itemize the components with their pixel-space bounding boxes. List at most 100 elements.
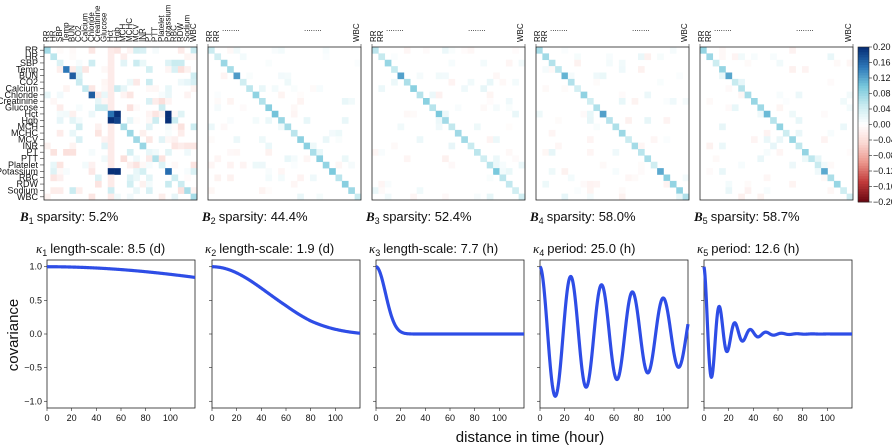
matrix-cell (599, 72, 607, 80)
matrix-cell (322, 161, 330, 169)
x-tick-label: 0 (701, 413, 706, 423)
matrix-cell (567, 174, 575, 182)
matrix-cell (146, 174, 153, 182)
matrix-cell (126, 180, 134, 188)
matrix-cell (512, 110, 519, 118)
matrix-cell (442, 117, 449, 124)
matrix-cell (171, 59, 179, 67)
x-tick-label: 100 (492, 413, 507, 423)
matrix-cell (126, 104, 134, 112)
matrix-cell (669, 47, 677, 54)
colorbar-step (858, 83, 869, 87)
matrix-cell (682, 174, 690, 182)
matrix-cell (290, 155, 298, 163)
matrix-cell (587, 117, 594, 124)
matrix-cell (505, 104, 513, 112)
matrix-frame (371, 46, 526, 201)
colorbar-step (858, 101, 869, 105)
matrix-cell (56, 129, 64, 137)
matrix-cell (133, 161, 140, 169)
matrix-cell (227, 161, 234, 169)
matrix-cell (846, 149, 854, 156)
matrix-cell (650, 136, 658, 143)
matrix-cell (625, 174, 632, 182)
matrix-cell (763, 136, 771, 143)
matrix-cell (384, 59, 392, 67)
matrix-cell (725, 72, 733, 80)
kernel-title-1-subscript: 1 (42, 248, 47, 258)
matrix-cell (190, 47, 198, 54)
colorbar-step (858, 176, 869, 180)
colorbar-step (858, 158, 869, 162)
matrix-cell (757, 193, 765, 201)
matrix-cell (391, 53, 398, 61)
matrix-cell (126, 78, 134, 86)
kernel-title-2-label: length-scale: 1.9 (d) (219, 241, 334, 256)
matrix-cell (184, 142, 191, 150)
x-tick-label: 80 (634, 413, 644, 423)
matrix-cell (184, 187, 191, 194)
matrix-cell (239, 78, 247, 86)
matrix-cell (208, 161, 215, 169)
matrix-title-3-label: sparsity: 52.4% (383, 209, 472, 224)
column-label-first: RR (369, 30, 378, 42)
matrix-cell (467, 78, 475, 86)
matrix-cell (770, 142, 777, 150)
colorbar-step (858, 78, 869, 81)
column-label-ellipsis: ........ (796, 24, 814, 33)
column-label-ellipsis: ........ (222, 24, 240, 33)
matrix-cell (827, 161, 835, 169)
column-label-first: RR (697, 30, 706, 42)
matrix-cell (158, 155, 166, 163)
matrix-cell (265, 59, 273, 67)
colorbar-step (858, 109, 869, 112)
matrix-frame (207, 46, 362, 201)
kernel-title-4-symbol: κ (533, 241, 540, 256)
matrix-cell (435, 110, 443, 118)
colorbar-tick-label: 0.20 (873, 42, 891, 52)
matrix-cell (75, 59, 83, 67)
matrix-cell (101, 136, 109, 143)
colorbar-step (858, 165, 869, 169)
matrix-cell (782, 98, 790, 105)
matrix-cell (184, 168, 191, 175)
matrix-cell (442, 47, 449, 54)
matrix-cell (448, 142, 456, 150)
matrix-cell (587, 149, 594, 156)
matrix-cell (171, 66, 179, 73)
matrix-cell (644, 117, 652, 124)
matrix-cell (63, 85, 70, 92)
colorbar-step (858, 80, 869, 84)
row-label: RDW (17, 179, 39, 189)
column-label: RR (42, 30, 51, 42)
matrix-cell (146, 180, 153, 188)
matrix-cell (776, 149, 784, 156)
matrix-cell (233, 136, 241, 143)
matrix-cell (814, 161, 822, 169)
matrix-cell (480, 104, 488, 112)
matrix-cell (259, 161, 266, 169)
matrix-cell (139, 129, 147, 137)
matrix-cell (712, 155, 720, 163)
matrix-title-1-symbol: B (19, 209, 29, 224)
colorbar-step (858, 181, 869, 185)
x-tick-label: 80 (798, 413, 808, 423)
matrix-cell (580, 110, 588, 118)
row-label: SBP (20, 58, 38, 68)
colorbar-step (858, 191, 869, 195)
matrix-cell (505, 180, 513, 188)
matrix-cell (789, 180, 796, 188)
matrix-cell (152, 85, 160, 92)
kernel-title-2-subscript: 2 (211, 248, 216, 258)
matrix-cell (731, 104, 739, 112)
matrix-cell (190, 72, 198, 80)
matrix-cell (120, 91, 128, 99)
matrix-cell (227, 174, 234, 182)
matrix-cell (107, 149, 115, 156)
matrix-cell (114, 193, 121, 201)
column-label: SBP (55, 26, 64, 42)
matrix-cell (133, 78, 140, 86)
matrix-cell (278, 72, 285, 80)
column-label-second: RR (704, 30, 713, 42)
